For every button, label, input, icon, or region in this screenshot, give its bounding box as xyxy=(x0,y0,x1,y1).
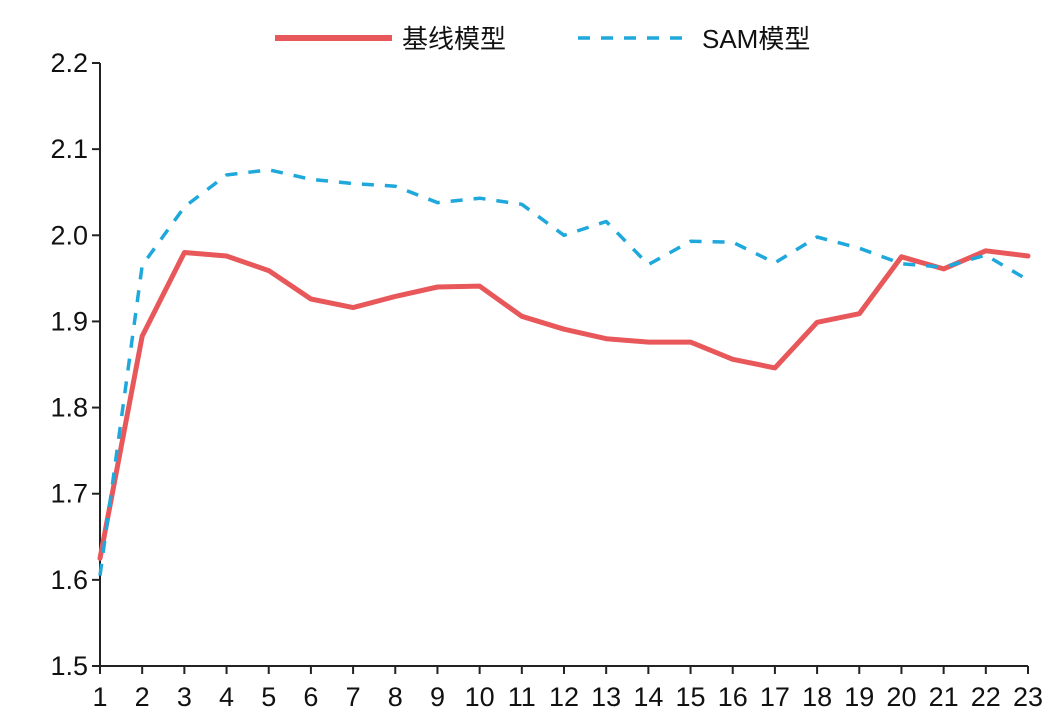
x-tick-label: 1 xyxy=(92,682,107,712)
legend-item-sam: SAM模型 xyxy=(578,24,810,54)
x-tick-label: 21 xyxy=(929,682,959,712)
x-tick-label: 9 xyxy=(430,682,445,712)
x-tick-label: 2 xyxy=(135,682,150,712)
x-tick-label: 8 xyxy=(388,682,403,712)
legend-label-sam: SAM模型 xyxy=(702,24,810,54)
y-tick-label: 1.7 xyxy=(50,479,88,509)
y-tick-label: 2.0 xyxy=(50,220,88,250)
x-tick-label: 13 xyxy=(591,682,621,712)
y-tick-label: 1.8 xyxy=(50,393,88,423)
y-tick-label: 2.1 xyxy=(50,134,88,164)
x-tick-label: 22 xyxy=(971,682,1001,712)
x-tick-label: 3 xyxy=(177,682,192,712)
x-tick-label: 14 xyxy=(633,682,663,712)
y-tick-label: 1.5 xyxy=(50,651,88,681)
x-tick-label: 15 xyxy=(676,682,706,712)
x-ticks: 1 2 3 4 5 6 7 8 9 10 11 12 13 14 15 16 17 18 19 20 21 22 23 xyxy=(92,666,1043,712)
x-tick-label: 10 xyxy=(465,682,495,712)
x-tick-label: 19 xyxy=(844,682,874,712)
axes: 1.51.61.71.81.92.02.12.2 1 2 3 4 5 6 7 8 9 10 11 12… xyxy=(50,48,1043,712)
x-tick-label: 5 xyxy=(261,682,276,712)
x-tick-label: 7 xyxy=(346,682,361,712)
x-tick-label: 12 xyxy=(549,682,579,712)
series-line-sam xyxy=(98,168,1029,576)
series-layer xyxy=(97,168,1031,576)
legend: 基线模型 SAM模型 xyxy=(275,24,810,54)
x-tick-label: 16 xyxy=(718,682,748,712)
legend-item-baseline: 基线模型 xyxy=(275,24,506,54)
x-tick-label: 11 xyxy=(508,682,536,712)
x-tick-label: 18 xyxy=(802,682,832,712)
x-tick-label: 17 xyxy=(760,682,790,712)
x-tick-label: 23 xyxy=(1013,682,1043,712)
y-tick-label: 1.6 xyxy=(50,565,88,595)
x-tick-label: 20 xyxy=(886,682,916,712)
x-tick-label: 6 xyxy=(303,682,318,712)
series-line-baseline xyxy=(97,248,1031,561)
y-tick-label: 2.2 xyxy=(50,48,88,78)
legend-label-baseline: 基线模型 xyxy=(402,24,506,54)
y-ticks: 1.5 1.6 1.7 1.8 1.9 2.0 2.1 2.2 xyxy=(50,48,100,681)
x-tick-label: 4 xyxy=(219,682,234,712)
y-tick-label: 1.9 xyxy=(50,306,88,336)
